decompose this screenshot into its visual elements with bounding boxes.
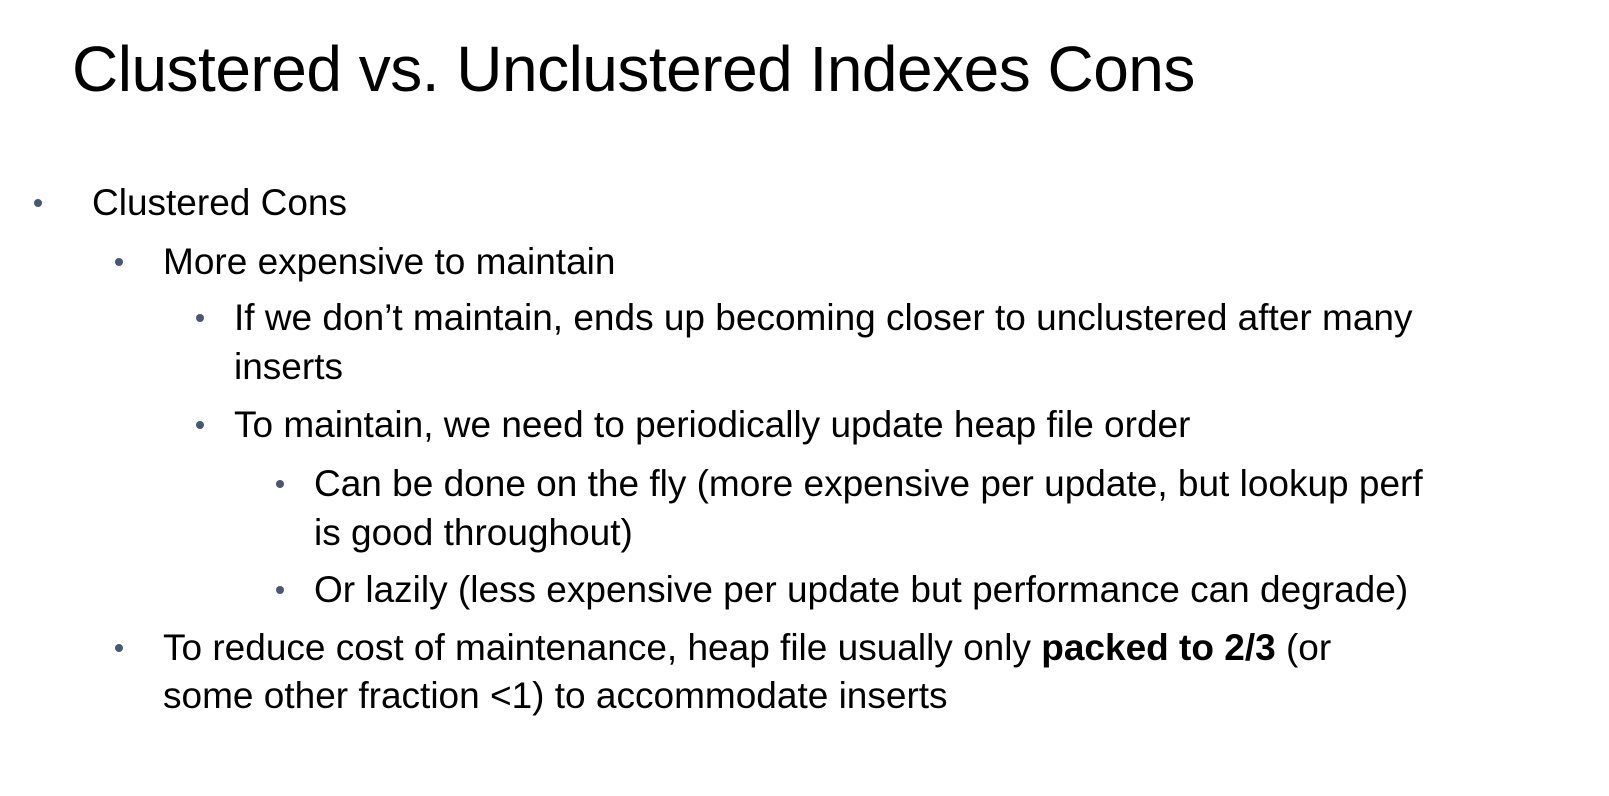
bullet-text: Can be done on the fly (more expensive p… bbox=[314, 463, 1423, 504]
bullet-text: To maintain, we need to periodically upd… bbox=[234, 404, 1191, 445]
bullet-item-continuation: some other fraction <1) to accommodate i… bbox=[163, 671, 948, 720]
bullet-item: To maintain, we need to periodically upd… bbox=[234, 400, 1190, 449]
bullet-text: Or lazily (less expensive per update but… bbox=[314, 569, 1409, 610]
bullet-text: More expensive to maintain bbox=[163, 241, 616, 282]
slide-title: Clustered vs. Unclustered Indexes Cons bbox=[72, 33, 1195, 105]
bullet-item: To reduce cost of maintenance, heap file… bbox=[163, 623, 1331, 672]
bullet-item-continuation: is good throughout) bbox=[314, 508, 633, 557]
bullet-dot bbox=[276, 586, 284, 594]
bullet-text: is good throughout) bbox=[314, 512, 633, 553]
bullet-item-continuation: inserts bbox=[234, 342, 343, 391]
bullet-text-emphasis: packed to 2/3 bbox=[1041, 627, 1276, 668]
bullet-dot bbox=[115, 258, 123, 266]
bullet-dot bbox=[196, 314, 204, 322]
bullet-item: Clustered Cons bbox=[92, 178, 347, 227]
bullet-item: More expensive to maintain bbox=[163, 237, 615, 286]
bullet-item: Or lazily (less expensive per update but… bbox=[314, 565, 1408, 614]
bullet-text: If we don’t maintain, ends up becoming c… bbox=[234, 297, 1413, 338]
bullet-item: If we don’t maintain, ends up becoming c… bbox=[234, 293, 1412, 342]
bullet-text: Clustered Cons bbox=[92, 182, 348, 223]
bullet-text: some other fraction <1) to accommodate i… bbox=[163, 675, 948, 716]
bullet-text-part: To reduce cost of maintenance, heap file… bbox=[163, 627, 1042, 668]
bullet-dot bbox=[34, 199, 42, 207]
bullet-item: Can be done on the fly (more expensive p… bbox=[314, 459, 1423, 508]
bullet-dot bbox=[196, 421, 204, 429]
bullet-text-part: (or bbox=[1275, 627, 1332, 668]
bullet-dot bbox=[276, 480, 284, 488]
bullet-text: To reduce cost of maintenance, heap file… bbox=[163, 627, 1331, 668]
bullet-text: inserts bbox=[234, 346, 343, 387]
bullet-dot bbox=[115, 644, 123, 652]
